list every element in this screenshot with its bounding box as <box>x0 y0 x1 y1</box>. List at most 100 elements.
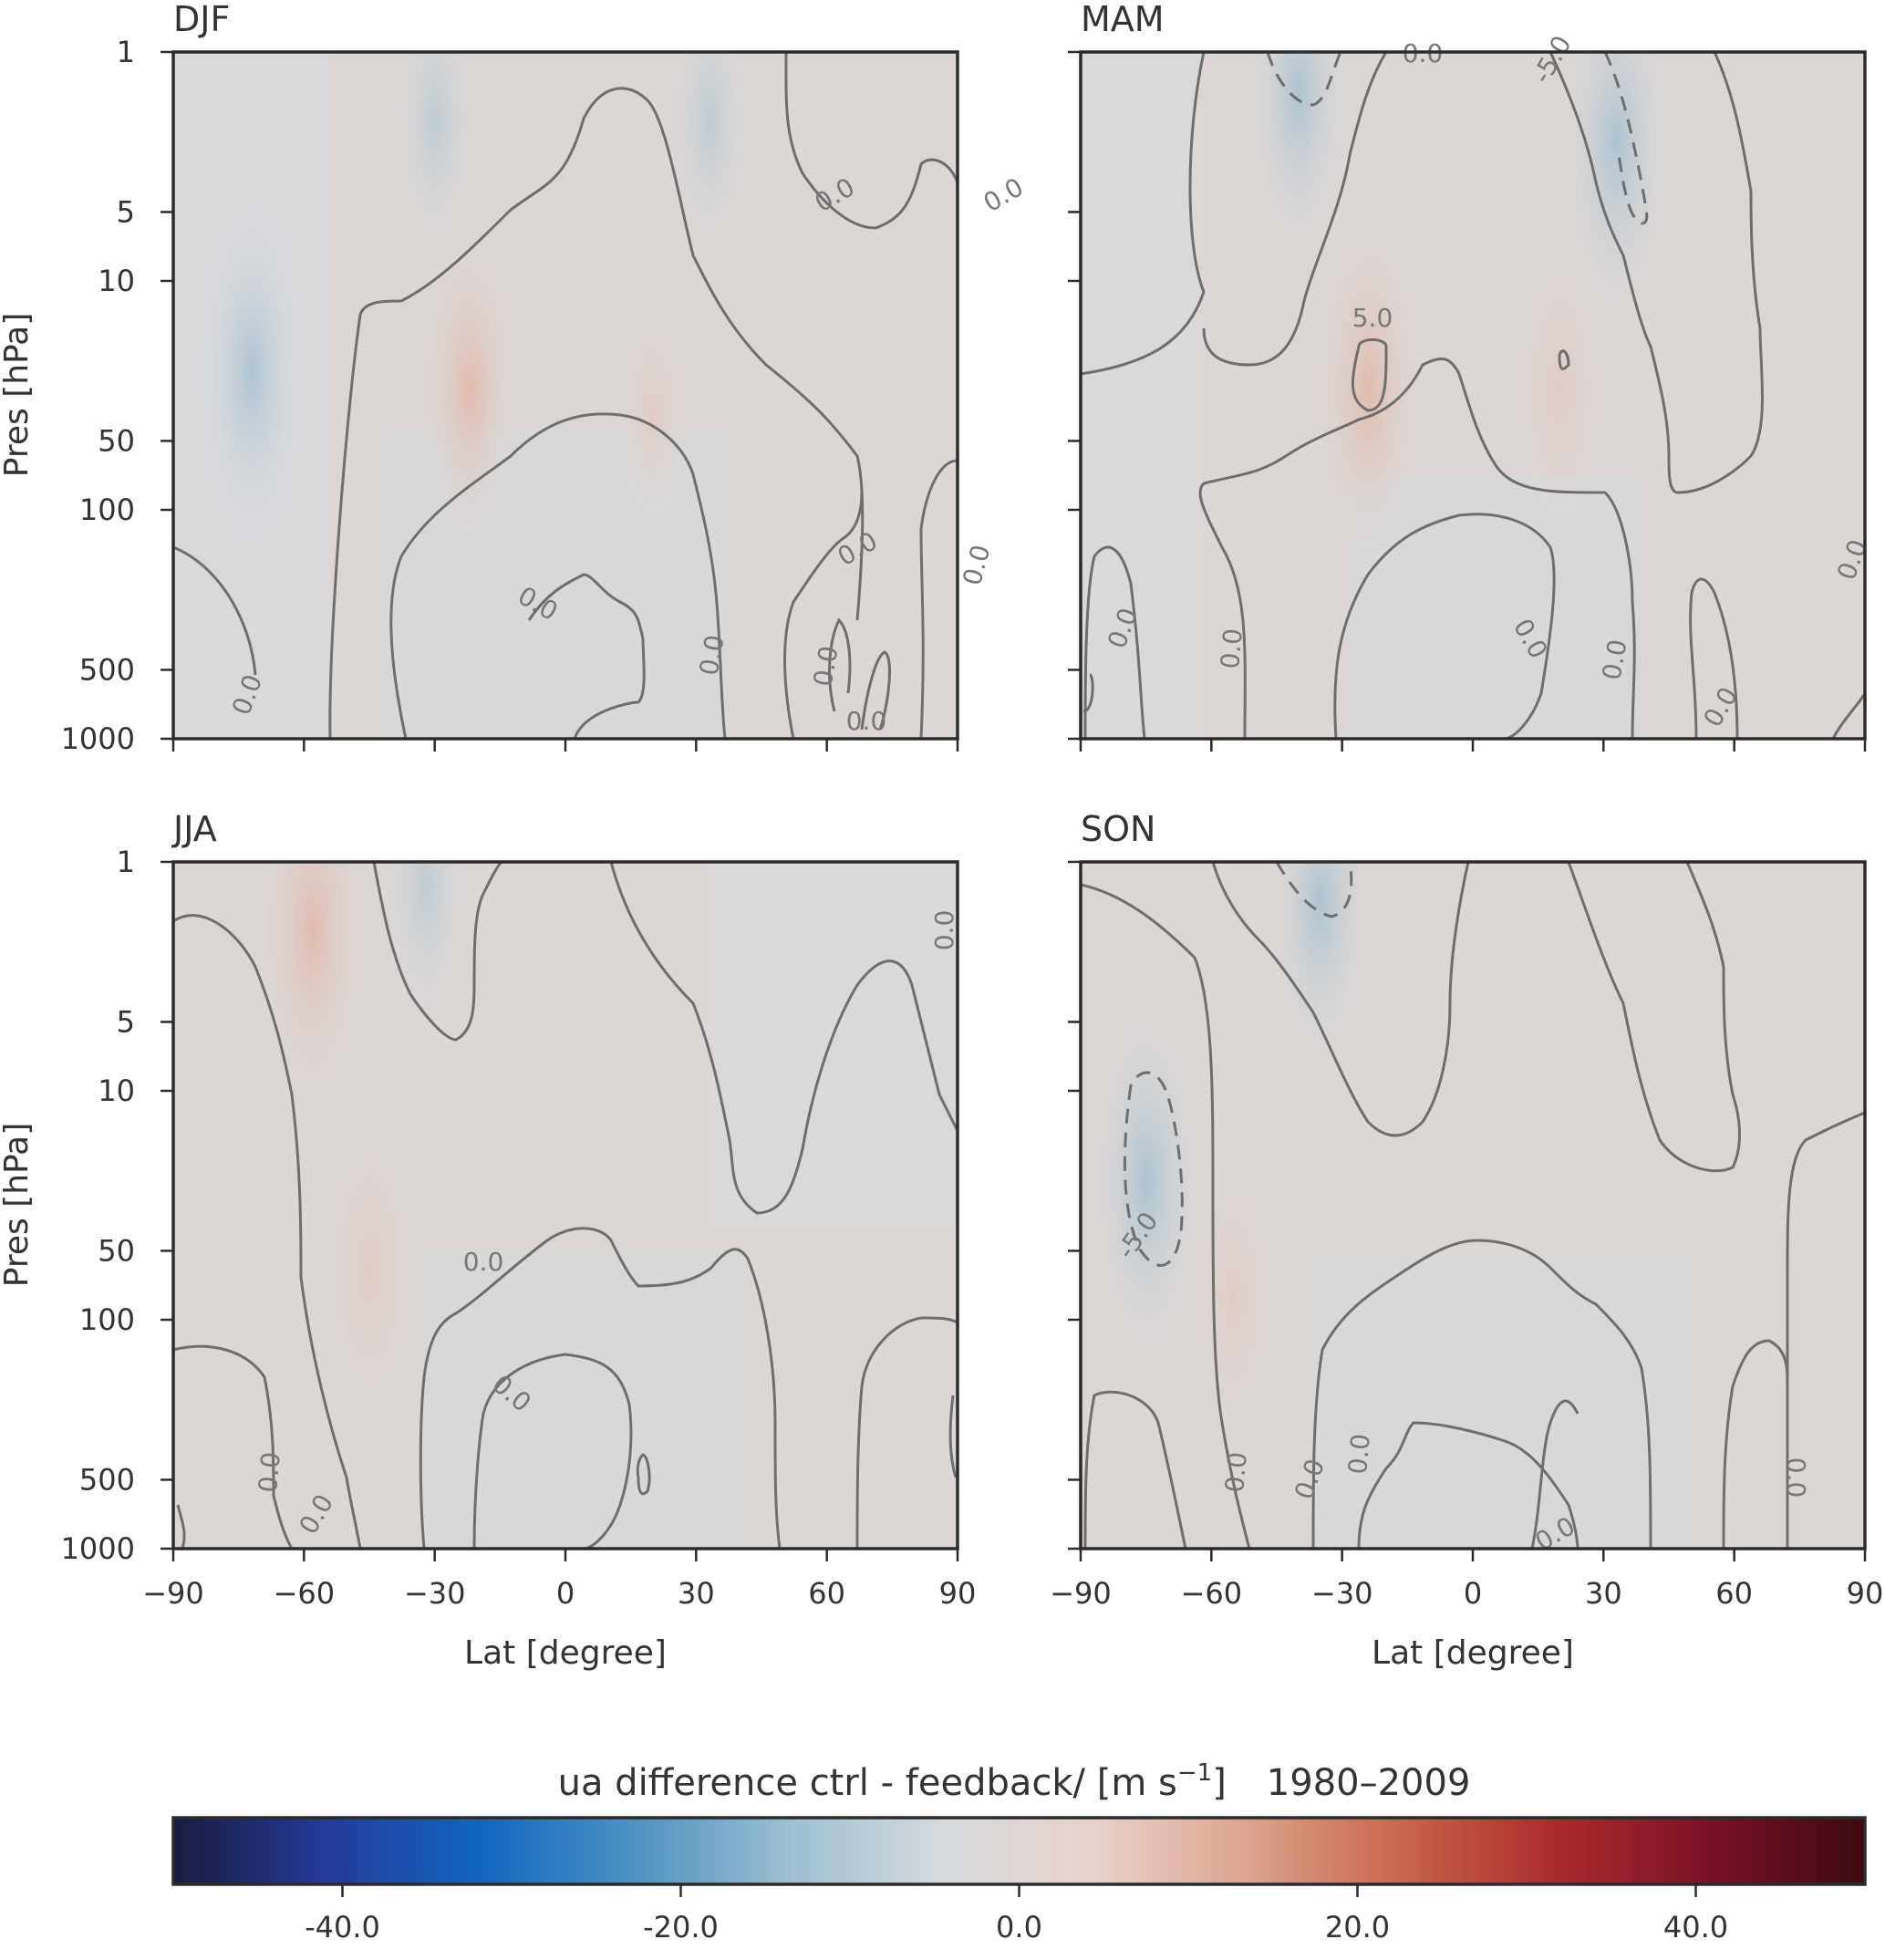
panel-djf: 0.0 0.00.00.00.00.00.00.00.0 151050100500… <box>0 0 1029 756</box>
contour-line <box>1351 338 1388 412</box>
contour-line <box>372 862 503 1042</box>
contour-line <box>527 573 646 739</box>
contour-line <box>1689 577 1739 739</box>
y-ticks <box>1068 860 1081 1550</box>
contour-line <box>1081 52 1206 376</box>
anomaly-blob <box>1088 993 1204 1370</box>
anomaly-blob <box>259 862 366 1103</box>
contour-line <box>173 545 257 676</box>
x-tick-label: −60 <box>274 1576 336 1611</box>
contour-label: 5.0 <box>1352 303 1393 333</box>
contour-line <box>636 1453 651 1496</box>
panel-title: JJA <box>171 809 217 849</box>
anomaly-blob <box>1516 251 1604 529</box>
colorbar-title-close: ] <box>1212 1762 1227 1804</box>
x-axis-label: Lat [degree] <box>464 1634 667 1672</box>
panel-title: SON <box>1081 809 1155 849</box>
y-tick-label: 10 <box>98 1073 135 1108</box>
anomaly-blob <box>1194 1175 1273 1420</box>
contour-line <box>784 52 958 230</box>
x-tick-label: −60 <box>1181 1576 1243 1611</box>
contour-line <box>1548 52 1764 494</box>
contour-line <box>828 617 852 712</box>
contour-line-negative <box>1266 52 1342 107</box>
y-tick-label: 10 <box>98 264 135 298</box>
anomaly-blob <box>1267 862 1373 1074</box>
contour-line <box>1081 883 1251 1549</box>
y-tick-label: 1 <box>117 845 135 879</box>
contour-label: 0.0 <box>846 706 887 736</box>
anomaly-layer <box>259 862 471 1408</box>
y-axis-label: Pres [hPa] <box>0 1123 36 1288</box>
y-tick-label: 1 <box>117 35 135 69</box>
contour-label: 0.0 <box>463 1247 504 1277</box>
colorbar-ticks: -40.0 -20.0 0.0 20.0 40.0 <box>305 1884 1728 1944</box>
contour-line <box>1082 673 1094 713</box>
anomaly-layer <box>1245 52 1674 562</box>
contour-line <box>783 492 864 739</box>
y-tick-label: 500 <box>79 652 135 687</box>
y-tick-label: 50 <box>98 423 135 458</box>
x-tick-label: 60 <box>1715 1576 1753 1611</box>
contour-line-negative <box>1603 52 1649 225</box>
y-tick-label: 1000 <box>61 721 135 756</box>
y-tick-label: 500 <box>79 1462 135 1497</box>
y-ticks: 1 5 10 50 100 500 1000 <box>61 35 173 756</box>
contour-line <box>176 1504 186 1549</box>
x-tick-label: −30 <box>1311 1576 1373 1611</box>
contour-line <box>389 412 727 739</box>
y-tick-label: 100 <box>79 493 135 527</box>
anomaly-blob <box>617 313 688 525</box>
anomaly-blob <box>326 1130 413 1408</box>
x-tick-label: 90 <box>939 1576 977 1611</box>
x-tick-label: −90 <box>1050 1576 1112 1611</box>
contour-label: 0.0 <box>1342 1433 1376 1476</box>
panel-title: MAM <box>1081 0 1165 39</box>
colorbar-title: ua difference ctrl - feedback/ [m s−1] 19… <box>558 1759 1471 1804</box>
panel-title: DJF <box>173 0 230 39</box>
contour-line <box>1530 1399 1579 1549</box>
x-ticks: −90 −60 −30 0 30 60 90 <box>1050 1549 1883 1611</box>
contour-line <box>173 1344 294 1549</box>
contour-line <box>609 862 958 1215</box>
anomaly-blob <box>420 234 518 545</box>
y-tick-label: 1000 <box>61 1531 135 1566</box>
contour-line <box>1333 513 1556 739</box>
anomaly-blob <box>1315 218 1422 562</box>
contour-line <box>173 914 362 1549</box>
x-tick-label: −90 <box>142 1576 204 1611</box>
anomaly-blob <box>390 52 479 260</box>
contour-line <box>948 1395 958 1478</box>
panel-jja: 0.00.00.00.00.0 −90 −60 −30 0 30 60 90 1510501… <box>0 809 977 1672</box>
region-neutral-south <box>1081 52 1199 739</box>
anomaly-blob <box>1559 52 1674 331</box>
contour-line <box>919 459 958 739</box>
x-tick-label: 30 <box>1585 1576 1622 1611</box>
anomaly-blob <box>665 52 753 260</box>
y-tick-label: 50 <box>98 1233 135 1268</box>
colorbar-tick-label: 20.0 <box>1325 1910 1390 1944</box>
contour-label: 0.0 <box>808 644 844 690</box>
x-tick-label: −30 <box>404 1576 466 1611</box>
contour-line <box>855 1316 958 1549</box>
region-neutral-lower <box>419 1250 748 1549</box>
contour-line <box>1558 349 1570 370</box>
contour-line <box>1202 52 1388 367</box>
contour-line <box>419 1227 782 1549</box>
contour-line <box>1567 862 1741 1173</box>
contour-line <box>1311 1239 1652 1549</box>
colorbar: ua difference ctrl - feedback/ [m s−1] 19… <box>171 1759 1867 1944</box>
anomaly-blob <box>382 862 471 1027</box>
x-ticks <box>1079 739 1867 752</box>
anomaly-layer <box>199 52 753 545</box>
y-tick-label: 100 <box>79 1302 135 1337</box>
x-ticks <box>171 739 959 752</box>
colorbar-tick-label: -20.0 <box>643 1910 719 1944</box>
contour-label: 0.0 <box>1219 1451 1253 1494</box>
colorbar-gradient <box>173 1818 1865 1884</box>
y-ticks: 1 5 10 50 100 500 1000 <box>61 845 173 1566</box>
contour-label: 0.0 <box>253 1451 286 1494</box>
y-tick-label: 5 <box>117 194 135 229</box>
y-axis-label: Pres [hPa] <box>0 313 36 478</box>
colorbar-tick-label: -40.0 <box>305 1910 380 1944</box>
